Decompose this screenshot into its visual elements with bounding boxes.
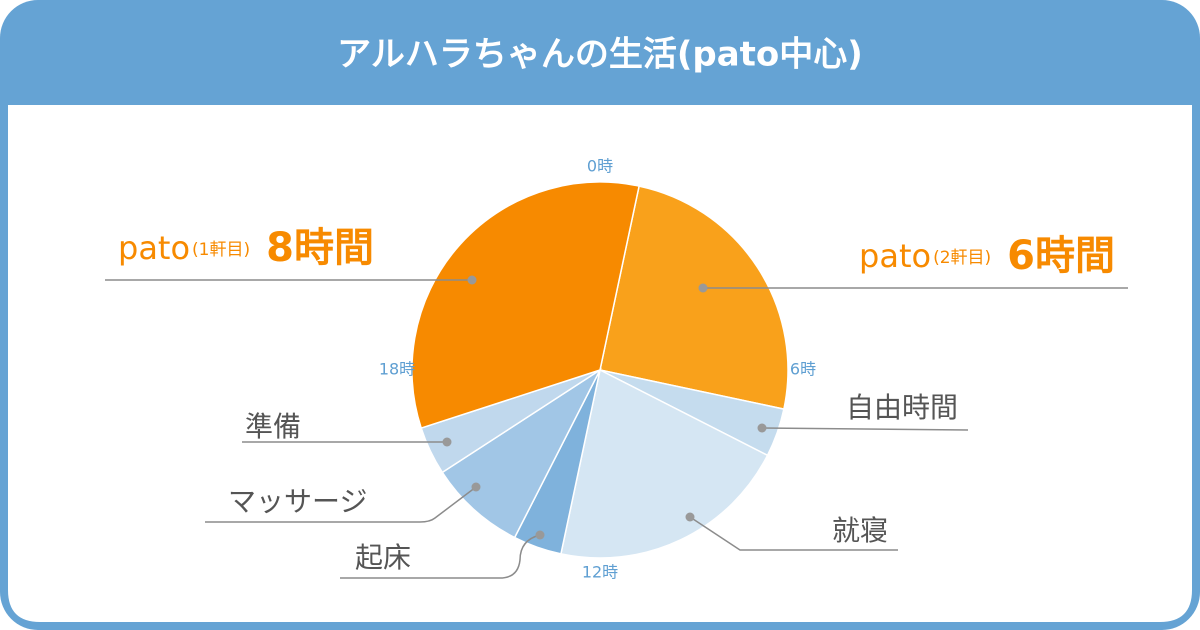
leader-line — [340, 534, 541, 579]
leader-dot — [698, 283, 708, 293]
slice-label: 就寝 — [832, 514, 888, 547]
leader-dot — [467, 275, 477, 285]
leader-line — [689, 516, 898, 551]
leader-dot — [535, 530, 545, 540]
slice-name: pato — [859, 237, 931, 275]
slice — [411, 181, 640, 430]
slice-label: pato (1軒目) 8時間 — [118, 225, 374, 271]
leader-dot — [685, 512, 695, 522]
slice — [599, 185, 789, 410]
slice — [441, 367, 602, 539]
chart-title: アルハラちゃんの生活(pato中心) — [337, 35, 863, 75]
slice-note: (1軒目) — [192, 240, 250, 260]
hour-label: 0時 — [587, 157, 613, 176]
leader-line — [761, 427, 969, 431]
slice-label: マッサージ — [228, 485, 367, 518]
slice-note: (2軒目) — [933, 248, 991, 268]
slice-label: 起床 — [355, 541, 411, 574]
slice-label: 準備 — [245, 410, 301, 443]
leader-dot — [757, 423, 767, 433]
slice-value-label: 6時間 — [1007, 233, 1115, 279]
hour-label: 12時 — [582, 563, 618, 582]
slice-label: pato (2軒目) 6時間 — [859, 233, 1115, 279]
hour-label: 6時 — [790, 360, 816, 379]
leader-line — [205, 486, 477, 523]
slice-name: pato — [118, 229, 190, 267]
leader-dot — [471, 482, 481, 492]
slice — [560, 368, 769, 559]
leader-dot — [442, 437, 452, 447]
pie — [411, 181, 789, 559]
hour-label: 18時 — [379, 360, 415, 379]
slice-label: 自由時間 — [846, 391, 958, 424]
slice-value-label: 8時間 — [266, 225, 374, 271]
